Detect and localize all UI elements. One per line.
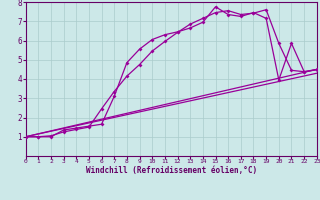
X-axis label: Windchill (Refroidissement éolien,°C): Windchill (Refroidissement éolien,°C)	[86, 166, 257, 175]
